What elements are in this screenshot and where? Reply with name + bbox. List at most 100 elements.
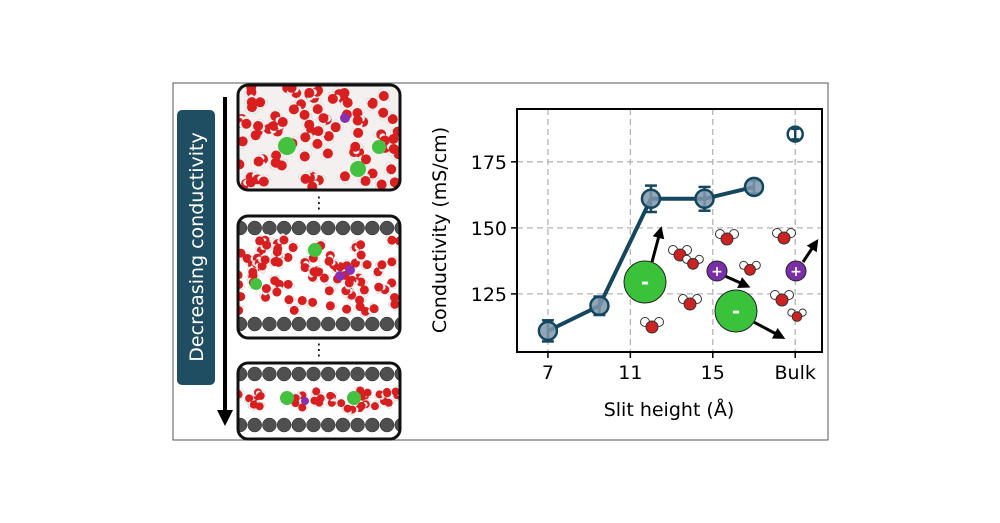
oxygen-atom [339, 171, 350, 182]
oxygen-atom [391, 387, 400, 396]
graphene-atom [335, 220, 351, 236]
motion-arrow-icon [724, 274, 751, 289]
graphene-atom [247, 366, 262, 382]
oxygen-atom [342, 97, 353, 108]
oxygen-atom [389, 293, 399, 303]
graphene-atom [238, 417, 248, 433]
graphene-atom [247, 220, 262, 236]
oxygen-atom [312, 138, 323, 149]
oxygen-atom [283, 279, 293, 289]
motion-arrow-icon [801, 239, 819, 263]
wide-slit-snapshot [231, 216, 400, 338]
oxygen-atom [352, 108, 363, 119]
oxygen-atom [777, 231, 791, 245]
graphene-atom [394, 417, 400, 433]
narrow-slit-border [236, 361, 402, 441]
data-point [640, 188, 662, 210]
hydrogen-atom [231, 273, 236, 278]
oxygen-atom [330, 122, 341, 133]
oxygen-atom [356, 240, 366, 250]
oxygen-atom [304, 87, 315, 98]
oxygen-atom [360, 176, 371, 187]
oxygen-atom [309, 267, 319, 277]
oxygen-atom [272, 287, 282, 297]
oxygen-atom [343, 404, 352, 413]
chloride-ion [278, 137, 296, 155]
oxygen-atom [255, 97, 266, 108]
sodium-ion [335, 271, 345, 281]
series [537, 125, 804, 343]
graphene-atom [262, 366, 277, 382]
graphene-atom [320, 220, 336, 236]
graphene-atom [262, 417, 277, 433]
chloride-ion [308, 243, 322, 257]
oxygen-atom [375, 390, 384, 399]
oxygen-atom [300, 173, 311, 184]
sodium-ion [301, 397, 309, 405]
oxygen-atom [312, 104, 323, 115]
y-tick-label: 125 [471, 284, 507, 306]
conductivity-chart: - - + + 7 11 15 Bulk 125 150 175 Conductivity (mS… [429, 108, 823, 421]
oxygen-atom [312, 387, 321, 396]
oxygen-atom [261, 284, 271, 294]
oxygen-atom [300, 132, 311, 143]
oxygen-atom [270, 276, 280, 286]
oxygen-atom [361, 154, 372, 165]
oxygen-atom [253, 156, 264, 167]
oxygen-atom [255, 236, 265, 246]
oxygen-atom [376, 179, 387, 190]
oxygen-atom [262, 240, 272, 250]
anion-sign: - [732, 299, 740, 323]
graphene-atom [238, 316, 248, 332]
oxygen-atom [378, 91, 389, 102]
oxygen-atom [369, 304, 379, 314]
oxygen-atom [308, 297, 318, 307]
oxygen-atom [313, 126, 324, 137]
oxygen-atom [241, 118, 252, 129]
narrow-slit-snapshot [238, 363, 400, 439]
graphene-atom [335, 417, 351, 433]
oxygen-atom [350, 141, 361, 152]
plot-frame [516, 108, 823, 353]
chloride-ion [350, 161, 366, 177]
ion-illustration: - - + + [623, 226, 819, 339]
graphene-atom [276, 220, 292, 236]
oxygen-atom [316, 394, 325, 403]
oxygen-atom [337, 399, 346, 408]
oxygen-atom [342, 304, 352, 314]
graphene-atom [276, 366, 292, 382]
oxygen-atom [318, 113, 329, 124]
oxygen-atom [258, 176, 269, 187]
graphene-atom [306, 316, 321, 332]
x-tick-label: 7 [542, 362, 554, 384]
graphene-atom [365, 417, 380, 433]
oxygen-atom [310, 396, 319, 405]
oxygen-atom [377, 260, 387, 270]
oxygen-atom [367, 168, 378, 179]
data-point [589, 295, 610, 317]
oxygen-atom [324, 286, 334, 296]
oxygen-atom [288, 104, 299, 115]
oxygen-atom [356, 277, 366, 287]
anion-sign: - [641, 270, 649, 294]
oxygen-atom [246, 102, 257, 113]
oxygen-atom [355, 295, 365, 305]
x-tick-label: 15 [701, 362, 725, 384]
oxygen-atom [387, 114, 398, 125]
cation-sign: + [790, 264, 802, 280]
graphene-atom [306, 417, 321, 433]
oxygen-atom [687, 257, 699, 270]
graphene-atom [291, 220, 307, 236]
oxygen-atom [291, 394, 300, 403]
oxygen-atom [271, 150, 282, 161]
cation-sign: + [711, 264, 723, 280]
graphene-atom [247, 417, 262, 433]
grid [517, 109, 822, 352]
oxygen-atom [374, 282, 384, 292]
x-tick-label: 11 [618, 362, 642, 384]
oxygen-atom [246, 87, 257, 98]
graphene-atom [262, 316, 277, 332]
oxygen-atom [390, 299, 400, 309]
oxygen-atom [378, 107, 389, 118]
